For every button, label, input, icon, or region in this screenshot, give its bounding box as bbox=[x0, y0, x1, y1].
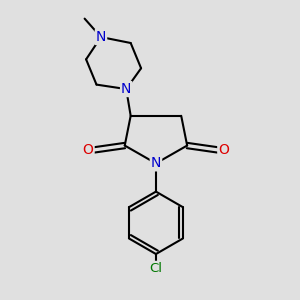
Text: N: N bbox=[96, 30, 106, 44]
Text: Cl: Cl bbox=[149, 262, 162, 275]
Text: N: N bbox=[121, 82, 131, 96]
Text: O: O bbox=[83, 143, 94, 157]
Text: O: O bbox=[218, 143, 229, 157]
Text: N: N bbox=[151, 156, 161, 170]
